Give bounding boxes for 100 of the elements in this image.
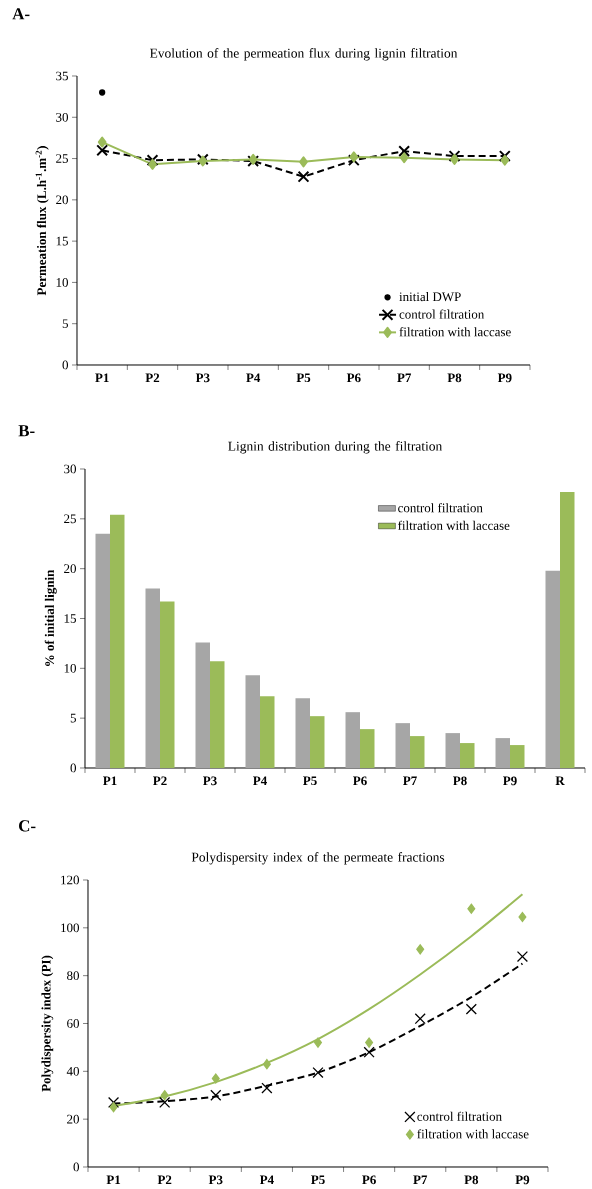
point	[399, 152, 409, 164]
point	[518, 911, 527, 923]
x-tick-label: P8	[464, 1175, 479, 1185]
bar	[160, 601, 175, 768]
point	[297, 170, 310, 183]
y-tick-label: 100	[61, 923, 80, 933]
y-tick-label: 5	[62, 319, 68, 328]
point	[211, 1073, 220, 1084]
x-tick-label: P7	[413, 1175, 428, 1184]
point	[347, 154, 360, 167]
point	[148, 158, 157, 170]
x-tick-label: P6	[346, 373, 361, 383]
y-tick-label: 35	[56, 71, 68, 81]
legend-label: control filtration	[398, 503, 483, 513]
point	[465, 1003, 477, 1015]
y-tick-label: 0	[73, 1162, 80, 1172]
point	[210, 1089, 222, 1101]
y-tick-label: 15	[64, 614, 76, 623]
bar	[345, 712, 360, 768]
point	[313, 1037, 323, 1048]
x-tick-label: P4	[253, 776, 267, 786]
bar	[495, 738, 510, 768]
text: A-	[12, 8, 30, 20]
bar	[360, 729, 375, 768]
bar	[395, 723, 410, 768]
point	[160, 1090, 169, 1101]
x-tick-label: P5	[311, 1175, 325, 1185]
point	[99, 89, 106, 96]
bar	[110, 514, 125, 768]
point	[262, 1059, 271, 1070]
y-axis-title: % of initial lignin	[44, 569, 57, 666]
y-tick-label: 0	[70, 763, 77, 773]
bar	[95, 533, 110, 768]
y-tick-label: 25	[64, 514, 76, 524]
y-tick-label: 5	[70, 713, 76, 723]
point	[498, 150, 511, 163]
chart-title: Polydispersity index of the permeate fractions	[191, 852, 445, 865]
point	[109, 1102, 118, 1113]
y-tick-label: 20	[67, 1114, 80, 1124]
y-axis-title: Polydispersity index (PI)	[41, 955, 54, 1092]
x-tick-label: P5	[296, 373, 311, 383]
y-tick-label: 10	[56, 278, 69, 287]
y-tick-label: 80	[67, 971, 80, 981]
x-tick-label: P7	[403, 776, 417, 785]
chart-title: Evolution of the permeation flux during lignin filtration	[150, 48, 458, 61]
x-tick-label: P5	[303, 776, 317, 786]
bar	[510, 745, 525, 768]
x-tick-label: P6	[353, 776, 367, 786]
x-tick-label: P9	[497, 373, 512, 383]
legend-label: filtration with laccase	[417, 1129, 529, 1139]
x-tick-label: P3	[208, 1175, 223, 1185]
y-tick-label: 25	[56, 154, 68, 163]
chart-title: Lignin distribution during the filtration	[228, 441, 443, 454]
bar	[545, 570, 560, 768]
y-tick-label: 15	[56, 236, 68, 246]
bar	[445, 733, 460, 768]
y-tick-label: 60	[67, 1019, 80, 1028]
x-tick-label: P4	[259, 1175, 274, 1185]
point	[159, 1096, 171, 1108]
bar	[410, 736, 425, 768]
point	[312, 1066, 324, 1079]
x-tick-label: P9	[503, 776, 517, 786]
y-tick-label: 120	[61, 875, 80, 885]
y-tick-label: 30	[64, 464, 77, 474]
bar	[210, 661, 225, 768]
point	[146, 154, 159, 167]
point	[107, 1096, 120, 1108]
bar	[460, 743, 475, 768]
point	[467, 903, 476, 914]
point	[414, 1013, 426, 1025]
legend-label: control filtration	[417, 1111, 502, 1121]
x-tick-label: P8	[447, 373, 462, 383]
x-tick-label: P2	[153, 776, 167, 786]
bar	[260, 696, 275, 768]
x-tick-label: P2	[157, 1175, 172, 1185]
point	[349, 151, 359, 163]
y-tick-label: 20	[56, 195, 69, 205]
bar	[195, 642, 210, 768]
legend-label: control filtration	[399, 309, 485, 319]
bar	[145, 588, 160, 768]
y-axis-title: Permeation flux (L.h$^{-1}$.m$^{-2}$)	[35, 146, 49, 296]
y-tick-label: 30	[56, 112, 69, 122]
point	[516, 950, 529, 963]
point	[398, 145, 411, 158]
y-tick-label: 10	[64, 663, 77, 673]
x-tick-label: R	[555, 776, 565, 785]
bar	[245, 675, 260, 768]
point	[500, 154, 510, 166]
point	[416, 944, 425, 955]
text: C-	[19, 820, 36, 832]
bar	[310, 716, 325, 768]
point	[261, 1082, 273, 1094]
x-tick-label: P1	[106, 1175, 121, 1185]
x-tick-label: P3	[203, 776, 217, 786]
y-tick-label: 20	[64, 564, 77, 574]
legend-label: filtration with laccase	[398, 520, 510, 530]
x-tick-label: P8	[453, 776, 467, 786]
x-tick-label: P1	[103, 776, 117, 786]
x-tick-label: P4	[246, 373, 261, 383]
legend-label: filtration with laccase	[399, 327, 511, 337]
